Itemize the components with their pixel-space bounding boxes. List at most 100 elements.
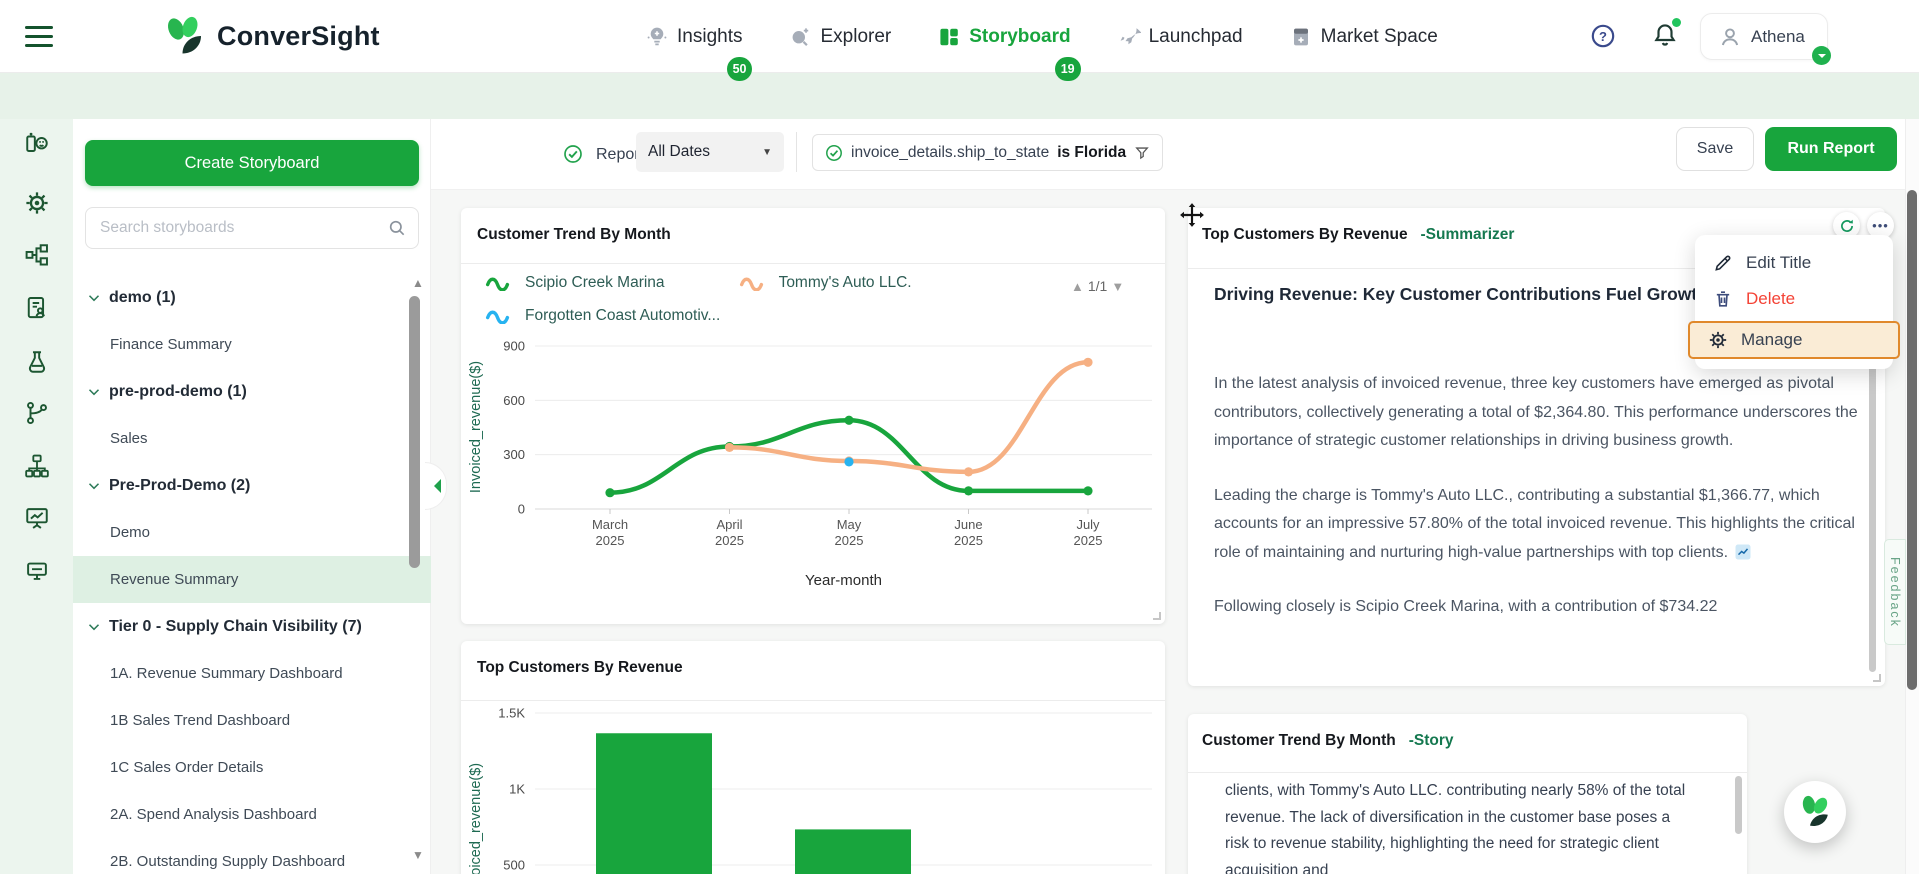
tree-group-pre-prod-demo-1[interactable]: pre-prod-demo (1) bbox=[73, 368, 431, 415]
tree-item-1a-revenue-summary-dashboard[interactable]: 1A. Revenue Summary Dashboard bbox=[73, 650, 431, 697]
primary-nav: Insights 50 Explorer Storyboard 19 Launchpad M… bbox=[645, 0, 1438, 81]
drag-move-icon[interactable] bbox=[1179, 202, 1205, 228]
rail-hierarchy-icon[interactable] bbox=[24, 453, 50, 479]
feedback-kiosk-icon bbox=[24, 130, 50, 156]
tree-scrollbar[interactable] bbox=[409, 296, 420, 568]
nav-item-launchpad[interactable]: Launchpad bbox=[1117, 25, 1243, 49]
state-filter-chip[interactable]: invoice_details.ship_to_state is Florida bbox=[812, 134, 1164, 171]
rail-lab-flask-icon[interactable] bbox=[24, 349, 50, 375]
tree-item-1b-sales-trend-dashboard[interactable]: 1B Sales Trend Dashboard bbox=[73, 697, 431, 744]
chevron-down-icon[interactable] bbox=[85, 477, 103, 495]
rail-feedback-kiosk-icon[interactable] bbox=[24, 130, 50, 156]
nav-item-insights[interactable]: Insights 50 bbox=[645, 25, 753, 81]
pager-up-icon[interactable]: ▲ bbox=[1071, 278, 1084, 294]
nav-item-label: Storyboard bbox=[969, 25, 1071, 47]
user-menu[interactable]: Athena bbox=[1700, 13, 1828, 60]
svg-text:Invoiced_revenue($): Invoiced_revenue($) bbox=[468, 361, 484, 493]
legend-item-scipio-creek-marina[interactable]: Scipio Creek Marina bbox=[485, 274, 665, 292]
legend-item-tommy-s-auto-llc[interactable]: Tommy's Auto LLC. bbox=[739, 274, 912, 292]
feedback-tab[interactable]: Feedback bbox=[1884, 539, 1906, 645]
menu-item-label: Delete bbox=[1746, 289, 1796, 308]
tree-group-tier-0-supply-chain-visibility-7[interactable]: Tier 0 - Supply Chain Visibility (7) bbox=[73, 603, 431, 650]
explorer-sparkle-icon bbox=[788, 25, 812, 49]
summary-scrollbar[interactable] bbox=[1869, 355, 1876, 672]
tree-group-demo-1[interactable]: demo (1) bbox=[73, 274, 431, 321]
svg-text:1K: 1K bbox=[509, 782, 525, 797]
report-period-value: All Dates bbox=[648, 143, 711, 160]
rail-settings-gear-icon[interactable] bbox=[24, 190, 50, 216]
nav-item-market-space[interactable]: Market Space bbox=[1289, 25, 1438, 49]
rail-presentation-chart-icon[interactable] bbox=[24, 505, 50, 531]
market-store-icon bbox=[1289, 25, 1313, 49]
tree-item-finance-summary[interactable]: Finance Summary bbox=[73, 321, 431, 368]
user-caret-badge[interactable] bbox=[1812, 46, 1831, 65]
nav-badge: 50 bbox=[726, 56, 753, 81]
svg-text:2025: 2025 bbox=[596, 533, 625, 548]
menu-item-delete[interactable]: Delete bbox=[1695, 281, 1893, 317]
funnel-icon[interactable] bbox=[1134, 145, 1150, 161]
chevron-down-icon[interactable] bbox=[85, 618, 103, 636]
save-button[interactable]: Save bbox=[1676, 127, 1754, 171]
run-report-button[interactable]: Run Report bbox=[1765, 127, 1897, 171]
conversight-mark-icon bbox=[1794, 792, 1836, 833]
tree-item-sales[interactable]: Sales bbox=[73, 415, 431, 462]
hierarchy-icon bbox=[24, 453, 50, 479]
chevron-down-icon[interactable] bbox=[85, 383, 103, 401]
menu-item-manage[interactable]: Manage bbox=[1688, 321, 1900, 359]
tree-group-pre-prod-demo-2[interactable]: Pre-Prod-Demo (2) bbox=[73, 462, 431, 509]
resize-handle[interactable] bbox=[1873, 674, 1881, 682]
ellipsis-icon: ••• bbox=[1872, 218, 1889, 233]
rail-process-monitor-icon[interactable] bbox=[24, 559, 50, 585]
legend-pager: ▲ 1/1 ▼ bbox=[1071, 278, 1124, 294]
rail-data-flow-icon[interactable] bbox=[24, 242, 50, 268]
svg-text:2025: 2025 bbox=[715, 533, 744, 548]
hamburger-menu-icon[interactable] bbox=[25, 26, 53, 47]
tree-item-2a-spend-analysis-dashboard[interactable]: 2A. Spend Analysis Dashboard bbox=[73, 791, 431, 838]
tree-item-revenue-summary[interactable]: Revenue Summary bbox=[73, 556, 431, 603]
report-period-dropdown[interactable]: All Dates ▼ bbox=[636, 132, 784, 172]
svg-text:July: July bbox=[1076, 517, 1100, 532]
legend-item-forgotten-coast-automotiv[interactable]: Forgotten Coast Automotiv... bbox=[485, 307, 720, 325]
tree-item-demo[interactable]: Demo bbox=[73, 509, 431, 556]
tree-scroll-down-icon[interactable]: ▼ bbox=[412, 848, 424, 862]
brand-logo[interactable]: ConverSight bbox=[163, 15, 380, 57]
story-scrollbar[interactable] bbox=[1735, 776, 1742, 834]
tree-item-2b-outstanding-supply-dashboard[interactable]: 2B. Outstanding Supply Dashboard bbox=[73, 838, 431, 874]
bar-chart[interactable]: 1.5K 1K 500 Invoiced_revenue($) bbox=[461, 703, 1165, 874]
storyboards-panel: Create Storyboard demo (1) Finance Summar… bbox=[73, 119, 431, 874]
user-name: Athena bbox=[1751, 26, 1805, 46]
story-body: clients, with Tommy's Auto LLC. contribu… bbox=[1225, 782, 1686, 874]
nav-item-explorer[interactable]: Explorer bbox=[788, 25, 891, 49]
rail-version-branch-icon[interactable] bbox=[24, 400, 50, 426]
data-flow-icon bbox=[24, 242, 50, 268]
help-button[interactable] bbox=[1590, 23, 1616, 49]
tree-item-1c-sales-order-details[interactable]: 1C Sales Order Details bbox=[73, 744, 431, 791]
top-customers-widget: Top Customers By Revenue 1.5K 1K 500 Invoic… bbox=[461, 641, 1165, 874]
notification-dot bbox=[1672, 18, 1681, 27]
create-storyboard-button[interactable]: Create Storyboard bbox=[85, 140, 419, 186]
widget-refresh-button[interactable] bbox=[1833, 212, 1860, 239]
line-chart[interactable]: 0300600900March2025April2025May2025June2… bbox=[461, 336, 1165, 624]
widget-type-suffix-text: -Story bbox=[1408, 732, 1454, 749]
search-input[interactable] bbox=[85, 207, 419, 249]
nav-item-storyboard[interactable]: Storyboard 19 bbox=[937, 25, 1081, 81]
tree-scroll-up-icon[interactable]: ▲ bbox=[412, 276, 424, 290]
rail-report-user-icon[interactable] bbox=[24, 295, 50, 321]
resize-handle[interactable] bbox=[1153, 612, 1161, 620]
widget-more-button[interactable]: ••• bbox=[1867, 212, 1894, 239]
assistant-float-button[interactable] bbox=[1784, 781, 1846, 843]
report-user-icon bbox=[24, 295, 50, 321]
storyboard-search bbox=[85, 207, 419, 249]
tree-label: pre-prod-demo (1) bbox=[109, 382, 247, 400]
chevron-down-icon[interactable] bbox=[85, 289, 103, 307]
storyboard-grid-icon bbox=[937, 25, 961, 49]
widget-title: Top Customers By Revenue bbox=[477, 659, 683, 676]
page-scrollbar-thumb[interactable] bbox=[1907, 190, 1917, 690]
menu-item-edit-title[interactable]: Edit Title bbox=[1695, 245, 1893, 281]
report-period-check-icon[interactable] bbox=[563, 144, 583, 164]
help-icon bbox=[1590, 23, 1616, 49]
pager-down-icon[interactable]: ▼ bbox=[1111, 278, 1125, 294]
nav-badge: 19 bbox=[1054, 56, 1081, 81]
svg-text:0: 0 bbox=[518, 502, 525, 517]
svg-text:Year-month: Year-month bbox=[805, 572, 882, 589]
